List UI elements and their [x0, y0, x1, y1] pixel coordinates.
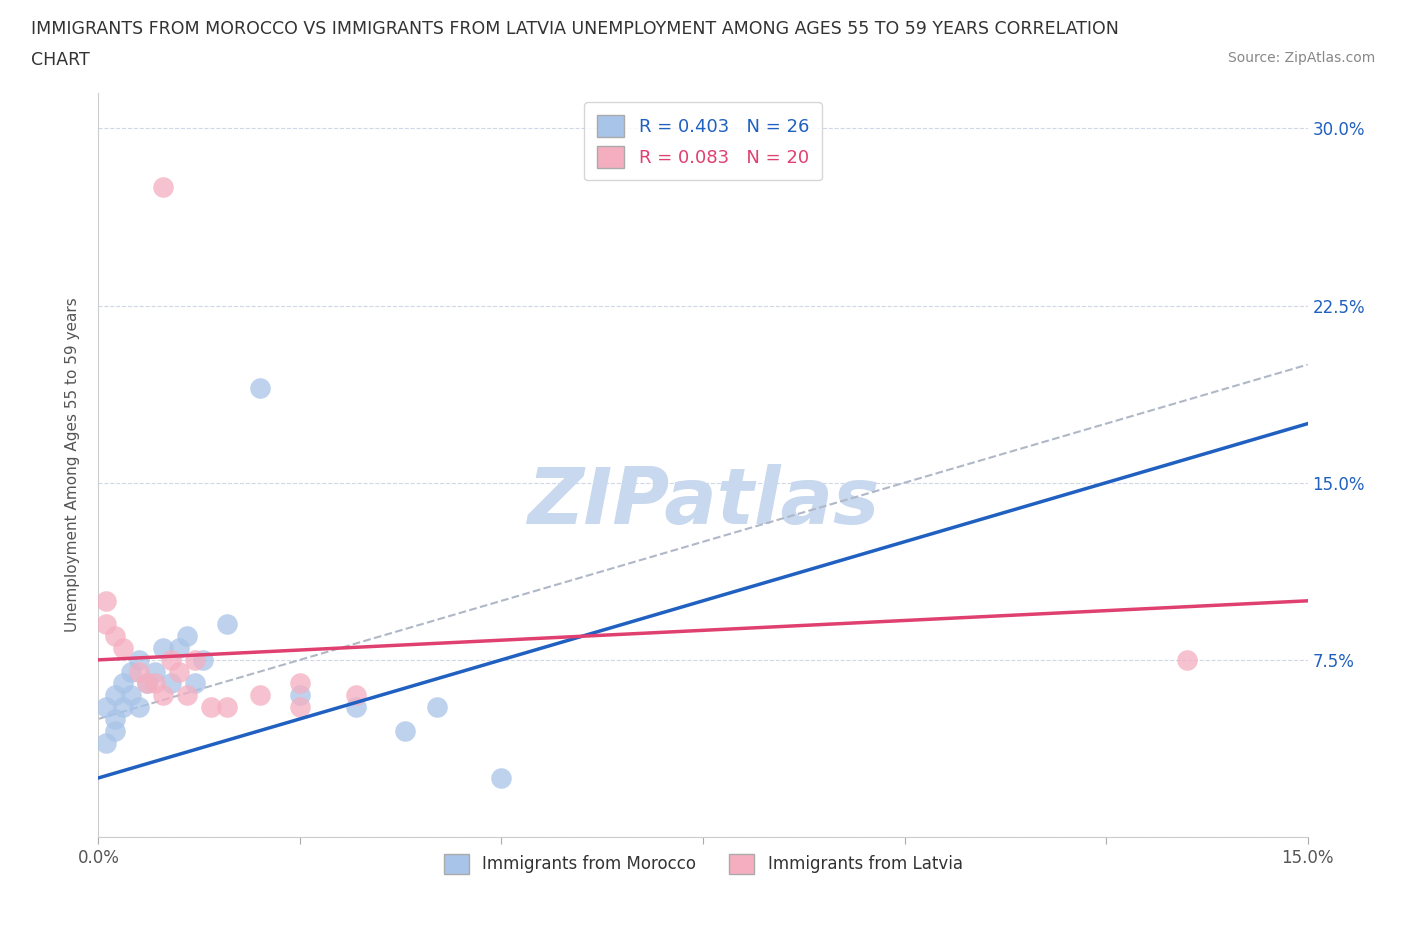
Point [152, 641, 174, 656]
Point [160, 653, 183, 668]
Point [167, 641, 190, 656]
Point [143, 664, 166, 679]
Point [288, 688, 311, 703]
Point [193, 653, 215, 668]
Point [111, 676, 134, 691]
Y-axis label: Unemployment Among Ages 55 to 59 years: Unemployment Among Ages 55 to 59 years [65, 298, 80, 632]
Point [288, 699, 311, 714]
Point [249, 380, 271, 395]
Point [249, 688, 271, 703]
Point [184, 676, 207, 691]
Point [160, 676, 183, 691]
Point [200, 699, 222, 714]
Text: CHART: CHART [31, 51, 90, 69]
Point [96, 593, 118, 608]
Point [96, 735, 118, 750]
Point [135, 676, 157, 691]
Point [344, 699, 367, 714]
Point [128, 699, 150, 714]
Text: ZIPatlas: ZIPatlas [527, 464, 879, 540]
Point [1175, 653, 1198, 668]
Point [426, 699, 449, 714]
Point [176, 688, 198, 703]
Point [103, 688, 125, 703]
Point [135, 676, 157, 691]
Point [128, 664, 150, 679]
Point [394, 724, 416, 738]
Point [217, 699, 239, 714]
Point [128, 653, 150, 668]
Point [120, 688, 142, 703]
Point [491, 771, 513, 786]
Point [217, 617, 239, 631]
Point [288, 676, 311, 691]
Point [120, 664, 142, 679]
Point [111, 641, 134, 656]
Text: IMMIGRANTS FROM MOROCCO VS IMMIGRANTS FROM LATVIA UNEMPLOYMENT AMONG AGES 55 TO : IMMIGRANTS FROM MOROCCO VS IMMIGRANTS FR… [31, 20, 1119, 38]
Point [152, 688, 174, 703]
Point [167, 664, 190, 679]
Point [96, 699, 118, 714]
Point [143, 676, 166, 691]
Point [152, 180, 174, 195]
Text: Source: ZipAtlas.com: Source: ZipAtlas.com [1227, 51, 1375, 65]
Point [103, 711, 125, 726]
Point [96, 617, 118, 631]
Point [111, 699, 134, 714]
Point [344, 688, 367, 703]
Point [103, 724, 125, 738]
Point [184, 653, 207, 668]
Point [176, 629, 198, 644]
Point [103, 629, 125, 644]
Legend: Immigrants from Morocco, Immigrants from Latvia: Immigrants from Morocco, Immigrants from… [437, 847, 969, 881]
